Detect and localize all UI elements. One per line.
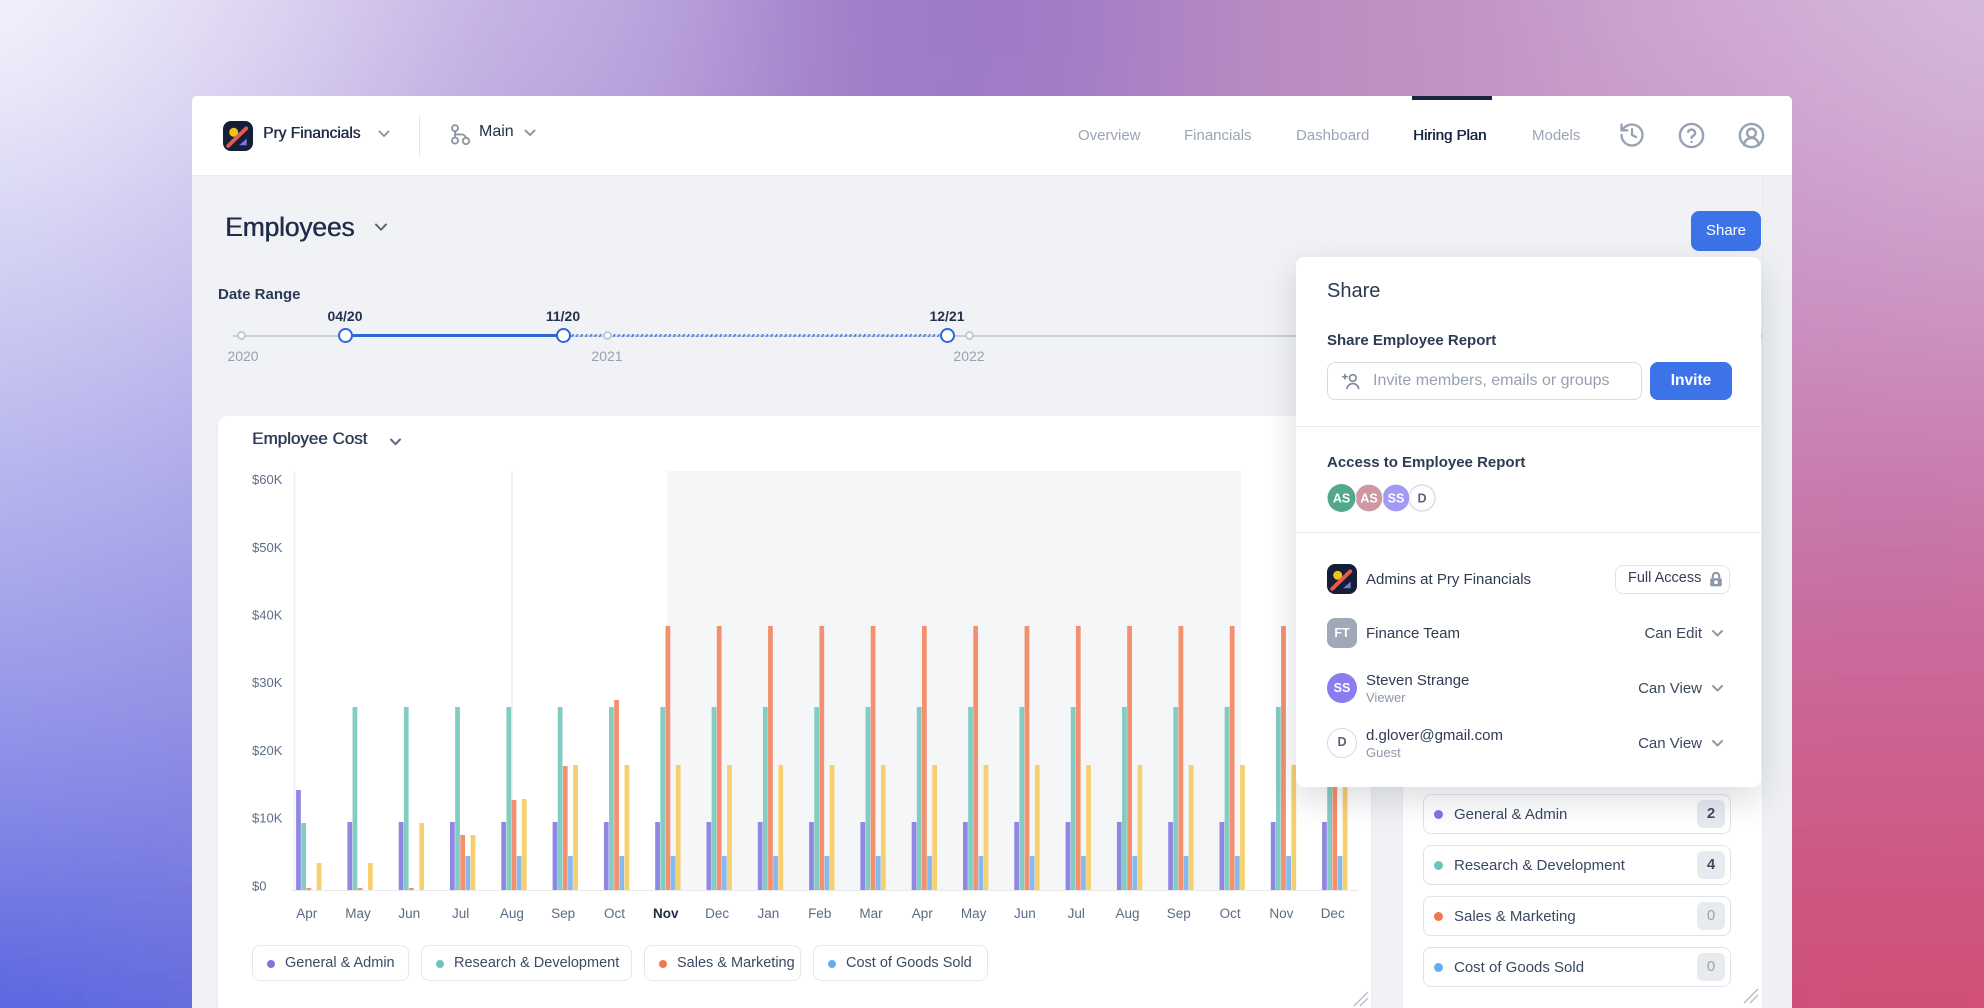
svg-text:$30K: $30K: [252, 675, 283, 690]
svg-text:Nov: Nov: [653, 906, 679, 921]
svg-text:SS: SS: [1387, 492, 1404, 506]
svg-text:Sep: Sep: [551, 906, 575, 921]
svg-text:Sep: Sep: [1167, 906, 1191, 921]
svg-text:Jan: Jan: [758, 906, 780, 921]
svg-text:Jun: Jun: [398, 906, 420, 921]
svg-text:$60K: $60K: [252, 472, 283, 487]
svg-text:Oct: Oct: [604, 906, 625, 921]
svg-text:Apr: Apr: [296, 906, 318, 921]
svg-text:D: D: [1417, 492, 1426, 506]
svg-text:Nov: Nov: [1269, 906, 1293, 921]
svg-text:Apr: Apr: [912, 906, 934, 921]
svg-text:Dec: Dec: [1321, 906, 1345, 921]
svg-text:$40K: $40K: [252, 608, 283, 623]
svg-text:AS: AS: [1332, 492, 1349, 506]
svg-text:Feb: Feb: [808, 906, 831, 921]
svg-text:May: May: [345, 906, 371, 921]
svg-text:Mar: Mar: [859, 906, 883, 921]
svg-text:Dec: Dec: [705, 906, 729, 921]
svg-text:Aug: Aug: [500, 906, 524, 921]
svg-text:Jul: Jul: [1068, 906, 1085, 921]
svg-text:May: May: [961, 906, 987, 921]
svg-text:Oct: Oct: [1220, 906, 1241, 921]
svg-text:Aug: Aug: [1115, 906, 1139, 921]
svg-text:$20K: $20K: [252, 743, 283, 758]
svg-text:$50K: $50K: [252, 540, 283, 555]
svg-text:AS: AS: [1360, 492, 1377, 506]
svg-text:Jul: Jul: [452, 906, 469, 921]
svg-text:$0: $0: [252, 878, 266, 893]
svg-text:Jun: Jun: [1014, 906, 1036, 921]
svg-text:$10K: $10K: [252, 811, 283, 826]
